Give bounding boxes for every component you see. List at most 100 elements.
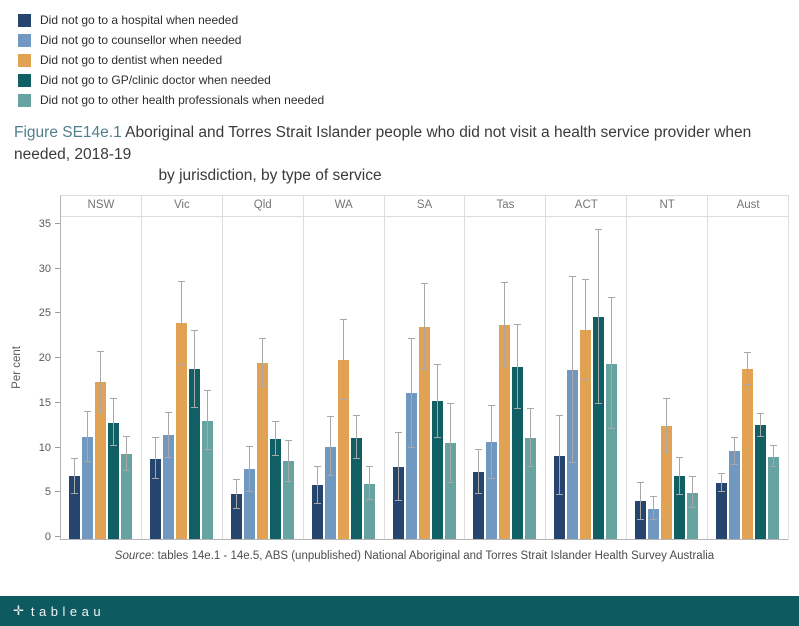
error-bar-cap [676, 494, 684, 496]
y-tick-mark [55, 312, 60, 314]
bar[interactable] [82, 437, 93, 539]
bar[interactable] [282, 461, 294, 539]
column-header-NT: NT [626, 196, 707, 216]
bar[interactable] [580, 329, 592, 539]
bar[interactable] [162, 435, 174, 539]
bar[interactable] [243, 469, 255, 539]
y-tick-mark [55, 446, 60, 448]
bar[interactable] [716, 482, 728, 539]
bar[interactable] [525, 437, 537, 539]
bar[interactable] [149, 458, 161, 539]
error-bar [572, 276, 574, 463]
error-bar-cap [446, 481, 454, 483]
error-bar-cap [365, 498, 373, 500]
error-bar-cap [339, 399, 347, 401]
bar[interactable] [108, 422, 119, 539]
error-bar [734, 437, 736, 465]
y-tick-mark [55, 267, 60, 269]
bar[interactable] [324, 446, 336, 539]
bar[interactable] [444, 443, 456, 539]
title-figure-number: Figure SE14e.1 [14, 124, 122, 141]
legend-item-gp[interactable]: Did not go to GP/clinic doctor when need… [18, 73, 799, 87]
error-bar-cap [271, 420, 279, 422]
bar[interactable] [486, 442, 498, 539]
bar[interactable] [554, 455, 566, 539]
error-bar [449, 403, 451, 483]
bar[interactable] [392, 467, 404, 539]
error-bar-cap [556, 494, 564, 496]
y-tick-mark [55, 357, 60, 359]
error-bar-cap [151, 478, 159, 480]
error-bar-cap [394, 432, 402, 434]
bar[interactable] [742, 369, 754, 539]
tableau-logo[interactable]: ✛ tableau [13, 603, 105, 619]
bar[interactable] [473, 471, 485, 539]
error-bar-cap [164, 411, 172, 413]
error-bar [100, 352, 101, 413]
bar[interactable] [418, 327, 430, 539]
bar[interactable] [431, 401, 443, 539]
bar[interactable] [175, 323, 187, 539]
chart-subtitle: by jurisdiction, by type of service [158, 167, 382, 184]
panel-Vic [140, 217, 222, 539]
legend-swatch-hospital [18, 13, 31, 27]
bar[interactable] [69, 476, 80, 539]
bar[interactable] [95, 382, 106, 539]
error-bar-cap [475, 448, 483, 450]
bar[interactable] [256, 362, 268, 539]
bar[interactable] [687, 492, 699, 539]
bar[interactable] [755, 425, 767, 539]
legend: Did not go to a hospital when needed Did… [0, 0, 799, 107]
error-bar-cap [271, 454, 279, 456]
y-axis: 0 5 10 15 20 25 30 35 [26, 215, 60, 543]
error-bar [491, 405, 493, 480]
bar[interactable] [188, 369, 200, 539]
legend-item-other[interactable]: Did not go to other health professionals… [18, 93, 799, 107]
bar[interactable] [606, 363, 618, 539]
panel-Aust [707, 217, 788, 539]
title-main: Aboriginal and Torres Strait Islander pe… [14, 124, 752, 163]
bar[interactable] [337, 360, 349, 539]
bar[interactable] [405, 393, 417, 539]
legend-label: Did not go to other health professionals… [40, 93, 325, 107]
bar[interactable] [350, 437, 362, 539]
bar[interactable] [512, 367, 524, 539]
bar[interactable] [593, 317, 605, 539]
error-bar-cap [365, 466, 373, 468]
bar[interactable] [311, 485, 323, 539]
error-bar-cap [339, 318, 347, 320]
error-bar [368, 467, 370, 500]
bar[interactable] [201, 420, 213, 539]
bar[interactable] [729, 451, 741, 539]
error-bar [126, 437, 127, 472]
error-bar-cap [488, 404, 496, 406]
error-bar [640, 482, 642, 521]
bar[interactable] [661, 426, 673, 539]
legend-item-hospital[interactable]: Did not go to a hospital when needed [18, 13, 799, 27]
error-bar [760, 413, 762, 438]
error-bar-cap [97, 351, 104, 353]
error-bar-cap [757, 436, 765, 438]
y-tick-mark [55, 401, 60, 403]
bar[interactable] [648, 508, 660, 539]
bar[interactable] [269, 438, 281, 539]
bar[interactable] [363, 483, 375, 539]
bar[interactable] [121, 454, 132, 539]
error-bar [585, 279, 587, 380]
bar[interactable] [635, 501, 647, 539]
legend-item-dentist[interactable]: Did not go to dentist when needed [18, 53, 799, 67]
error-bar-cap [420, 283, 428, 285]
error-bar [598, 230, 600, 404]
error-bar [206, 391, 208, 451]
bar[interactable] [499, 325, 511, 539]
error-bar-cap [71, 457, 78, 459]
bar[interactable] [768, 456, 780, 539]
legend-item-counsellor[interactable]: Did not go to counsellor when needed [18, 33, 799, 47]
legend-label: Did not go to dentist when needed [40, 53, 223, 67]
legend-label: Did not go to GP/clinic doctor when need… [40, 73, 271, 87]
bar[interactable] [674, 476, 686, 539]
bar[interactable] [230, 494, 242, 539]
error-bar [87, 412, 88, 463]
plot-panels [61, 217, 788, 540]
